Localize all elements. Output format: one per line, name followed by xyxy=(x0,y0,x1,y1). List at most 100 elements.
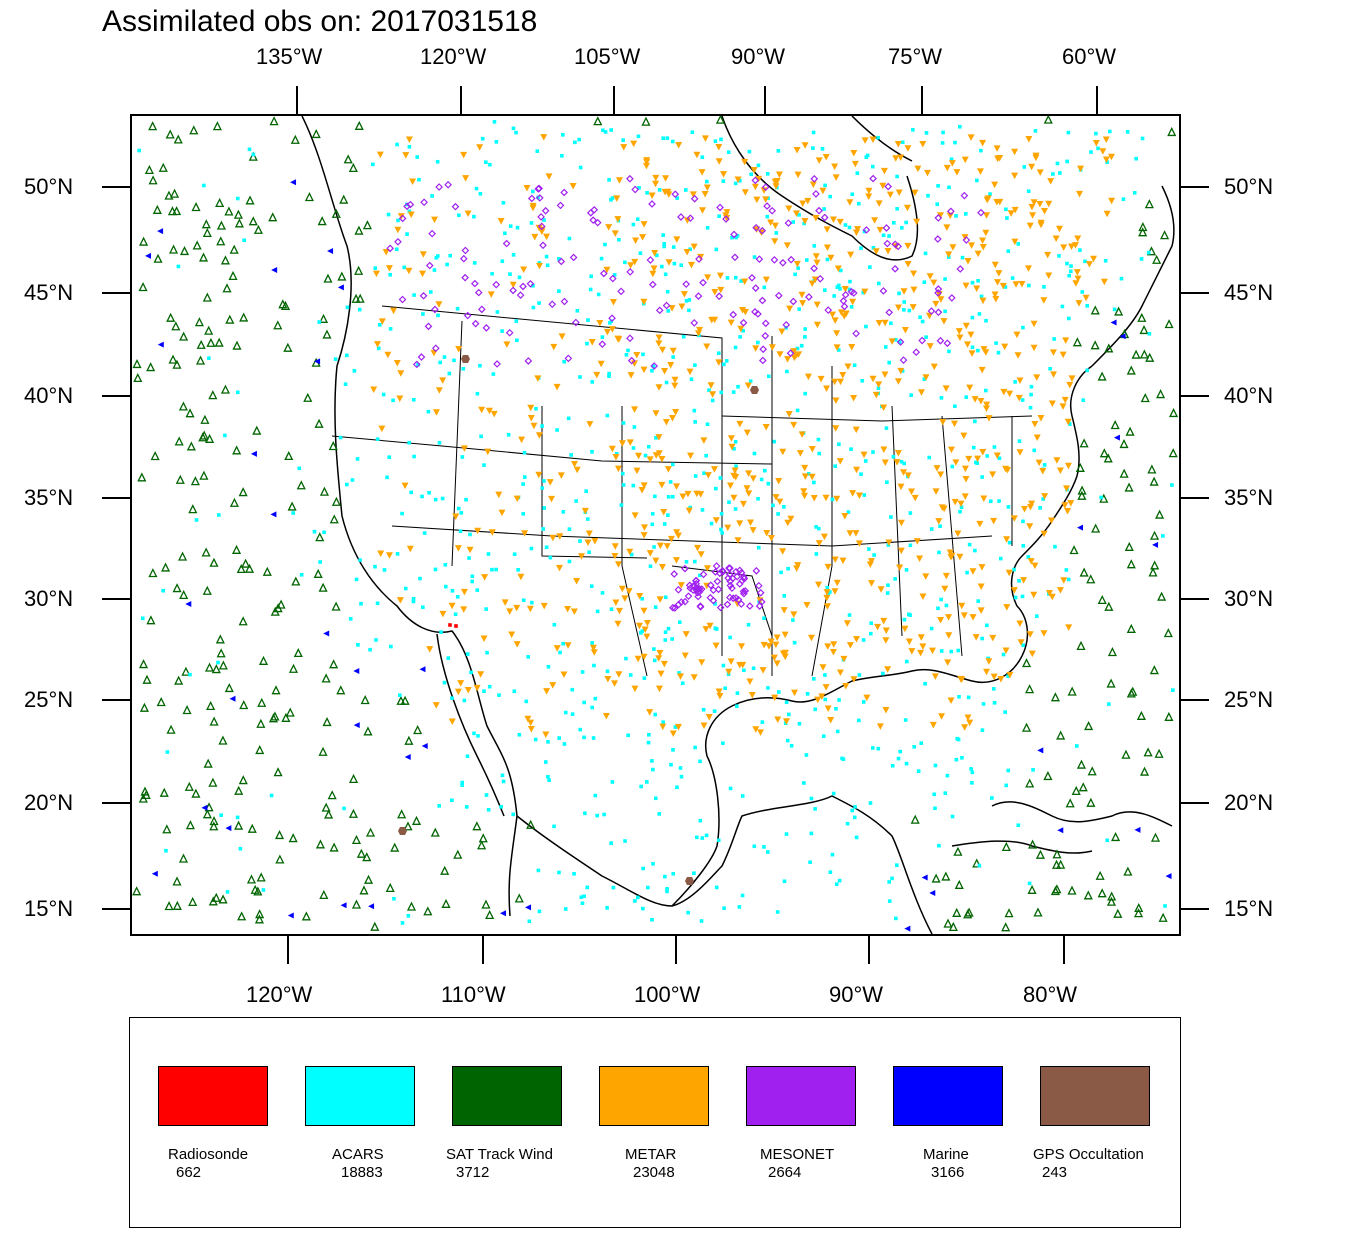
acars-marker xyxy=(766,481,771,486)
metar-marker xyxy=(550,343,558,351)
legend-label: SAT Track Wind xyxy=(446,1146,553,1163)
acars-marker xyxy=(988,499,993,504)
metar-marker xyxy=(640,524,648,531)
acars-marker xyxy=(555,428,559,432)
observation-map[interactable] xyxy=(132,116,1179,934)
acars-marker xyxy=(1001,652,1006,657)
sat-track-wind-marker xyxy=(198,252,209,262)
metar-marker xyxy=(781,653,789,661)
acars-marker xyxy=(373,564,377,569)
mesonet-marker xyxy=(477,305,486,314)
acars-marker xyxy=(587,550,591,555)
acars-marker xyxy=(970,315,975,320)
acars-marker xyxy=(561,641,565,646)
sat-track-wind-marker xyxy=(148,121,158,131)
metar-marker xyxy=(527,415,535,422)
mesonet-marker xyxy=(885,308,894,317)
left-lat-label: 35°N xyxy=(24,485,74,510)
metar-marker xyxy=(384,351,392,359)
metar-marker xyxy=(667,535,675,543)
left-tick xyxy=(102,699,130,701)
mesonet-marker xyxy=(882,224,891,232)
metar-marker xyxy=(910,286,918,294)
metar-marker xyxy=(725,668,733,676)
marine-marker xyxy=(929,889,936,896)
acars-marker xyxy=(1161,534,1165,538)
metar-marker xyxy=(966,384,974,392)
acars-marker xyxy=(517,732,522,737)
metar-marker xyxy=(840,655,848,663)
acars-marker xyxy=(582,700,586,705)
metar-marker xyxy=(905,638,913,646)
mesonet-marker xyxy=(733,572,741,581)
acars-marker xyxy=(991,687,996,691)
acars-marker xyxy=(733,507,738,511)
sat-track-wind-marker xyxy=(1169,407,1179,418)
mesonet-marker xyxy=(608,274,617,283)
metar-marker xyxy=(947,446,955,454)
metar-marker xyxy=(498,509,506,517)
acars-marker xyxy=(344,353,349,358)
metar-marker xyxy=(948,160,956,167)
metar-marker xyxy=(557,472,565,479)
sat-track-wind-marker xyxy=(148,568,158,578)
radiosonde-marker xyxy=(454,624,458,628)
sat-track-wind-marker xyxy=(1157,591,1167,601)
acars-marker xyxy=(1066,316,1071,321)
mesonet-marker xyxy=(646,256,655,264)
acars-marker xyxy=(600,591,605,595)
metar-marker xyxy=(1064,508,1072,515)
sat-track-wind-marker xyxy=(941,871,951,881)
sat-track-wind-marker xyxy=(1126,559,1136,569)
metar-marker xyxy=(738,643,746,650)
sat-track-wind-marker xyxy=(385,882,395,893)
metar-marker xyxy=(540,602,548,610)
acars-marker xyxy=(852,363,857,368)
acars-marker xyxy=(537,909,542,914)
metar-marker xyxy=(1035,459,1043,467)
acars-marker xyxy=(803,335,807,339)
metar-marker xyxy=(1030,320,1038,328)
metar-marker xyxy=(643,619,651,627)
acars-marker xyxy=(719,527,723,532)
acars-marker xyxy=(845,821,850,826)
metar-marker xyxy=(903,204,911,212)
metar-marker xyxy=(613,195,621,202)
sat-track-wind-marker xyxy=(209,557,219,567)
sat-track-wind-marker xyxy=(343,154,353,164)
acars-marker xyxy=(512,552,517,557)
mesonet-marker xyxy=(947,207,955,216)
metar-marker xyxy=(553,383,561,391)
map-frame[interactable] xyxy=(130,114,1181,936)
metar-marker xyxy=(913,218,921,226)
acars-marker xyxy=(855,171,860,175)
acars-marker xyxy=(461,366,466,371)
legend-item-marine: Marine 3166 xyxy=(893,1066,1043,1181)
acars-marker xyxy=(1107,129,1112,134)
acars-marker xyxy=(976,348,980,353)
marine-marker xyxy=(145,252,152,259)
mesonet-marker xyxy=(739,587,748,596)
metar-marker xyxy=(767,535,775,542)
metar-marker xyxy=(685,507,693,515)
metar-marker xyxy=(690,674,698,681)
acars-marker xyxy=(912,745,916,749)
metar-marker xyxy=(1028,203,1036,211)
metar-marker xyxy=(460,588,468,596)
sat-track-wind-marker xyxy=(1097,594,1107,605)
metar-marker xyxy=(979,297,987,305)
sat-track-wind-marker xyxy=(273,603,283,613)
sat-track-wind-marker xyxy=(1133,908,1144,918)
sat-track-wind-marker xyxy=(1104,601,1114,611)
sat-track-wind-marker xyxy=(1097,371,1107,381)
acars-marker xyxy=(964,395,969,399)
mesonet-marker xyxy=(738,576,746,585)
sat-track-wind-marker xyxy=(952,907,962,917)
metar-marker xyxy=(609,298,617,306)
mesonet-marker xyxy=(933,235,942,243)
acars-marker xyxy=(954,214,958,218)
acars-marker xyxy=(785,738,790,743)
metar-marker xyxy=(945,632,953,639)
marine-marker xyxy=(225,825,232,832)
acars-marker xyxy=(671,748,675,752)
